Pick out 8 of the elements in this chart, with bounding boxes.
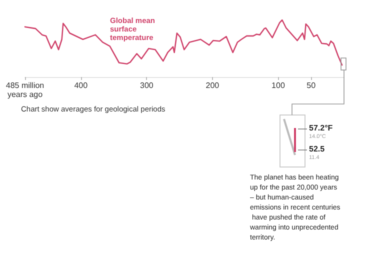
text: 57.2°F — [309, 124, 333, 132]
x-tick-label: 100 — [272, 81, 286, 90]
x-tick-label: 300 — [140, 81, 154, 90]
x-tick-label: 400 — [74, 81, 88, 90]
x-tick-label: 485 million years ago — [6, 81, 44, 99]
text: 52.5 — [309, 144, 326, 154]
x-tick-label: 50 — [306, 81, 316, 90]
x-tick-label: 200 — [206, 81, 220, 90]
